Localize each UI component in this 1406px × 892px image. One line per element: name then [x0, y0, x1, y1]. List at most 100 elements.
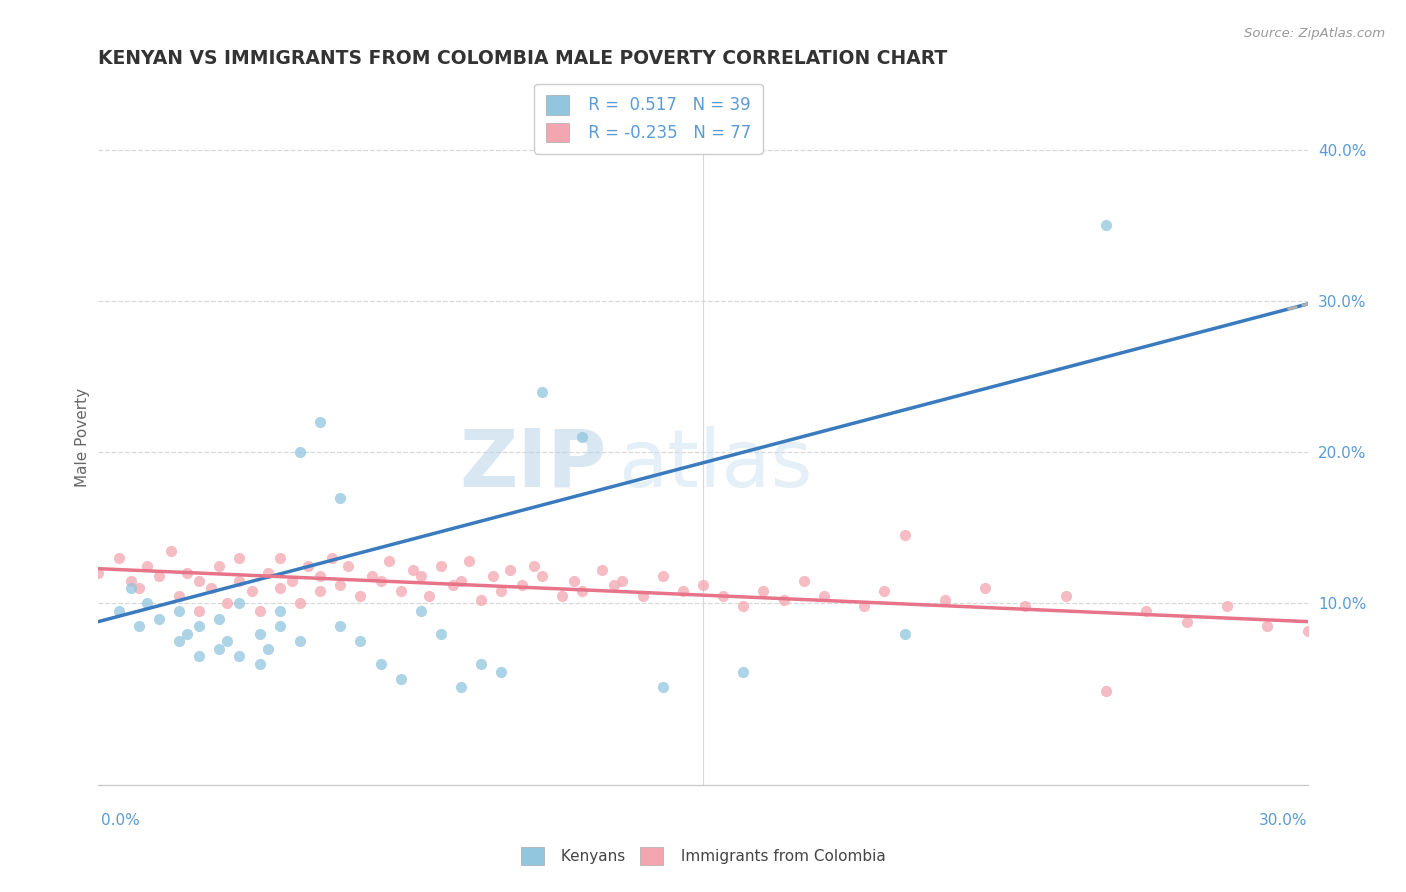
Point	[793, 574, 815, 588]
Point	[470, 593, 492, 607]
Text: KENYAN VS IMMIGRANTS FROM COLOMBIA MALE POVERTY CORRELATION CHART: KENYAN VS IMMIGRANTS FROM COLOMBIA MALE …	[98, 49, 948, 68]
Point	[87, 566, 110, 581]
Point	[269, 551, 291, 566]
Point	[562, 574, 585, 588]
Point	[288, 634, 311, 648]
Text: Source: ZipAtlas.com: Source: ZipAtlas.com	[1244, 27, 1385, 40]
Point	[441, 578, 464, 592]
Point	[733, 665, 755, 679]
Point	[402, 563, 425, 577]
Point	[530, 384, 553, 399]
Point	[498, 563, 520, 577]
Point	[1135, 604, 1157, 618]
Point	[1296, 624, 1319, 638]
Point	[450, 574, 472, 588]
Point	[297, 558, 319, 573]
Point	[377, 554, 399, 568]
Point	[974, 582, 997, 596]
Point	[458, 554, 481, 568]
Point	[337, 558, 360, 573]
Point	[148, 611, 170, 625]
Point	[430, 558, 453, 573]
Point	[269, 619, 291, 633]
Point	[1175, 615, 1198, 629]
Legend:  Kenyans,  Immigrants from Colombia: Kenyans, Immigrants from Colombia	[515, 841, 891, 871]
Point	[176, 626, 198, 640]
Point	[551, 589, 574, 603]
Point	[752, 584, 775, 599]
Point	[107, 551, 129, 566]
Point	[530, 569, 553, 583]
Point	[389, 584, 412, 599]
Point	[1095, 684, 1118, 698]
Point	[148, 569, 170, 583]
Point	[873, 584, 896, 599]
Point	[612, 574, 634, 588]
Point	[167, 634, 190, 648]
Point	[631, 589, 654, 603]
Text: atlas: atlas	[619, 425, 813, 504]
Point	[370, 574, 392, 588]
Point	[1095, 219, 1118, 233]
Point	[1216, 599, 1239, 614]
Point	[491, 584, 513, 599]
Point	[217, 597, 239, 611]
Point	[228, 551, 250, 566]
Point	[733, 599, 755, 614]
Point	[321, 551, 343, 566]
Point	[128, 619, 150, 633]
Point	[228, 597, 250, 611]
Text: 0.0%: 0.0%	[101, 814, 141, 828]
Point	[329, 578, 352, 592]
Point	[160, 543, 183, 558]
Point	[893, 528, 915, 542]
Point	[482, 569, 505, 583]
Point	[256, 641, 278, 656]
Point	[208, 558, 231, 573]
Point	[430, 626, 453, 640]
Point	[269, 604, 291, 618]
Point	[1256, 619, 1278, 633]
Point	[523, 558, 546, 573]
Point	[651, 569, 673, 583]
Point	[167, 589, 190, 603]
Point	[309, 415, 332, 429]
Point	[349, 634, 371, 648]
Point	[1054, 589, 1077, 603]
Point	[288, 445, 311, 459]
Point	[672, 584, 695, 599]
Point	[107, 604, 129, 618]
Legend:  R =  0.517   N = 39,  R = -0.235   N = 77: R = 0.517 N = 39, R = -0.235 N = 77	[534, 84, 762, 153]
Point	[135, 558, 157, 573]
Point	[240, 584, 263, 599]
Point	[934, 593, 956, 607]
Point	[208, 641, 231, 656]
Point	[200, 582, 222, 596]
Point	[309, 569, 332, 583]
Point	[120, 582, 142, 596]
Point	[269, 582, 291, 596]
Point	[571, 584, 593, 599]
Point	[692, 578, 714, 592]
Point	[470, 657, 492, 671]
Point	[288, 597, 311, 611]
Point	[249, 626, 271, 640]
Point	[450, 680, 472, 694]
Point	[208, 611, 231, 625]
Point	[389, 672, 412, 686]
Point	[813, 589, 835, 603]
Point	[188, 604, 211, 618]
Point	[128, 582, 150, 596]
Point	[409, 604, 432, 618]
Point	[491, 665, 513, 679]
Point	[1014, 599, 1036, 614]
Point	[772, 593, 794, 607]
Point	[418, 589, 440, 603]
Text: 30.0%: 30.0%	[1260, 814, 1308, 828]
Point	[893, 626, 915, 640]
Point	[591, 563, 613, 577]
Point	[167, 604, 190, 618]
Point	[256, 566, 278, 581]
Point	[370, 657, 392, 671]
Point	[571, 430, 593, 444]
